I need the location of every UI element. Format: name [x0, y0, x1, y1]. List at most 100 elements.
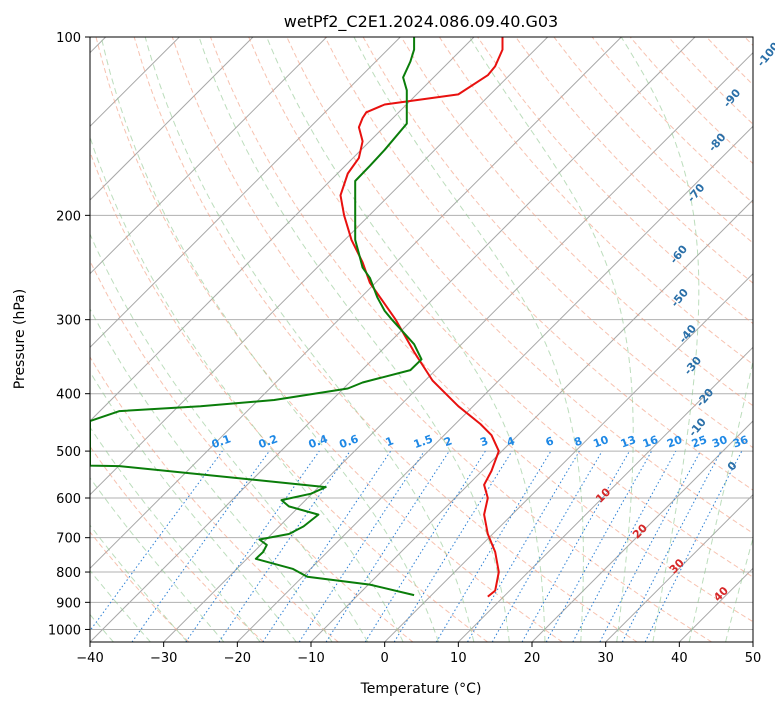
dry-adiabat-line	[324, 37, 753, 491]
mixing-ratio-line	[325, 450, 450, 642]
dry-adiabat-line	[90, 531, 190, 642]
dry-adiabat-line	[438, 37, 753, 366]
y-tick-label: 100	[56, 31, 81, 46]
y-tick-label: 500	[56, 445, 81, 460]
y-tick-label: 800	[56, 566, 81, 581]
dry-adiabat-line	[90, 259, 414, 642]
line-labels-layer: 0.1 0.2 0.4 0.6 1 1.5 2 3 4 6 8 10 13 16 20 25 30 36-100-…	[210, 40, 775, 605]
isotherm-gridline	[90, 37, 254, 201]
isotherm-gridline	[90, 37, 549, 496]
moist-adiabat-line	[353, 37, 584, 642]
grid-layer	[90, 37, 753, 642]
dry-adiabat-line	[171, 37, 712, 642]
mixing-ratio-label: 20	[665, 433, 684, 451]
mixing-ratio-line	[644, 450, 743, 642]
isotherm-gridline	[457, 346, 753, 642]
moist-adiabat-line	[90, 135, 404, 642]
moist-adiabat-line	[90, 476, 225, 642]
dry-adiabat-line	[90, 445, 264, 642]
y-tick-label: 700	[56, 532, 81, 547]
isotherm-gridline	[90, 37, 401, 349]
x-tick-label: −20	[224, 651, 251, 666]
dry-adiabat-line	[133, 37, 638, 642]
mixing-ratio-label: 0.2	[257, 432, 280, 451]
mixing-ratio-label: 8	[572, 434, 584, 449]
reference-lines-layer	[90, 37, 753, 642]
isotherm-gridline	[531, 420, 753, 642]
isotherm-gridline	[90, 37, 328, 275]
dry-adiabat-line	[248, 37, 753, 578]
chart-title: wetPf2_C2E1.2024.086.09.40.G03	[284, 12, 558, 32]
x-tick-label: 30	[597, 651, 614, 666]
mixing-ratio-line	[393, 450, 513, 642]
mixing-ratio-line	[90, 450, 223, 632]
mixing-ratio-label: 0.6	[338, 432, 361, 451]
mixing-ratio-label: 2	[442, 434, 454, 449]
dewpoint-profile-line	[90, 37, 423, 597]
isotherm-gridline	[163, 51, 753, 642]
x-tick-label: 40	[671, 651, 688, 666]
moist-adiabat-line	[90, 524, 188, 642]
y-tick-label: 900	[56, 596, 81, 611]
isotherm-gridline	[752, 641, 753, 642]
y-tick-label: 600	[56, 492, 81, 507]
mixing-ratio-label: 1	[384, 434, 396, 449]
dry-adiabat-line	[400, 37, 753, 407]
moist-adiabat-line	[90, 569, 151, 642]
moist-adiabat-line	[198, 37, 510, 642]
mixing-ratio-line	[262, 450, 392, 642]
mixing-ratio-line	[131, 450, 270, 642]
y-axis-title: Pressure (hPa)	[12, 289, 28, 389]
mixing-ratio-label: 25	[690, 433, 709, 450]
x-tick-label: −10	[297, 651, 324, 666]
moist-adiabat-line	[266, 37, 546, 642]
moist-adiabat-label: -100	[754, 40, 775, 70]
isotherm-gridline	[90, 37, 622, 570]
plot-frame	[89, 36, 754, 643]
x-tick-label: 20	[524, 651, 541, 666]
moist-adiabat-line	[90, 370, 297, 642]
moist-adiabat-line	[90, 232, 369, 642]
moist-adiabat-line	[100, 37, 439, 642]
temperature-profile-line	[339, 37, 504, 598]
y-tick-label: 200	[56, 209, 81, 224]
mixing-ratio-label: 30	[710, 433, 729, 451]
x-tick-label: −40	[76, 651, 103, 666]
mixing-ratio-label: 4	[505, 434, 517, 449]
dry-adiabat-line	[515, 37, 753, 284]
moist-adiabat-line	[620, 37, 700, 642]
mixing-ratio-label: 0.1	[210, 432, 233, 451]
mixing-ratio-label: 36	[731, 433, 750, 451]
dry-adiabat-line	[95, 37, 563, 642]
mixing-ratio-label: 1.5	[412, 432, 435, 451]
x-axis-title: Temperature (°C)	[360, 681, 482, 697]
mixing-ratio-label: 0.4	[307, 432, 330, 451]
isotherm-gridline	[90, 37, 696, 642]
mixing-ratio-line	[185, 450, 320, 642]
moist-adiabat-line	[725, 536, 753, 642]
plot-area	[90, 37, 753, 642]
mixing-ratio-line	[545, 450, 653, 642]
dry-adiabat-line	[210, 37, 753, 623]
mixing-ratio-line	[218, 450, 351, 642]
moist-adiabat-line	[90, 308, 333, 642]
moist-adiabat-line	[144, 37, 475, 642]
series-layer	[90, 37, 504, 598]
axis-layer: −40 −30 −20 −10 0 10 20 30 40 5010020030040050060…	[48, 31, 761, 666]
mixing-ratio-label: 16	[641, 433, 660, 451]
x-tick-label: 10	[450, 651, 467, 666]
mixing-ratio-label: 13	[619, 433, 638, 450]
isotherm-gridline	[90, 37, 475, 422]
isotherm-gridline	[236, 125, 753, 642]
x-tick-label: 50	[745, 651, 762, 666]
mixing-ratio-label: 6	[544, 434, 556, 449]
y-tick-label: 400	[56, 388, 81, 403]
isotherm-gridline	[605, 493, 753, 642]
moist-adiabat-line	[90, 426, 261, 642]
x-tick-label: −30	[150, 651, 177, 666]
mixing-ratio-label: 10	[591, 433, 610, 451]
isotherm-gridline	[384, 272, 753, 642]
mixing-ratio-line	[572, 450, 677, 642]
mixing-ratio-label: 3	[478, 434, 490, 449]
